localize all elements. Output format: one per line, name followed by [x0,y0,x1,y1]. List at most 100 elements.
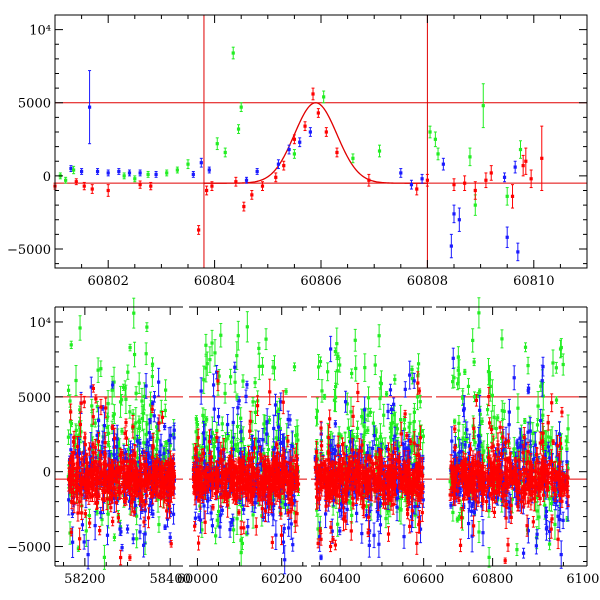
data-point-green [150,357,155,372]
data-point [98,529,102,533]
data-point-red [242,201,246,212]
y-tick-label: −5000 [7,243,51,258]
data-point-green [239,102,243,113]
x-tick-label: 60808 [407,274,448,289]
data-point-green [235,414,240,439]
data-point [167,472,171,476]
data-point [457,218,461,222]
data-point-green [436,147,440,161]
data-point-red [324,127,328,137]
data-point [103,479,107,483]
data-point [155,460,159,464]
data-point-blue [131,533,135,545]
data-point-blue [144,373,148,399]
data-point [205,188,209,193]
data-point [167,438,171,443]
data-point [137,381,141,385]
data-point [102,490,107,495]
data-point [96,418,101,423]
data-point-red [529,169,533,189]
data-point [83,482,87,486]
data-point-blue [138,438,142,448]
data-point [137,460,142,464]
data-point-red [260,181,265,191]
data-point [147,477,151,481]
data-point [303,124,307,128]
data-point [163,455,167,459]
data-point-blue [89,376,93,398]
data-point-blue [255,168,259,175]
data-point [135,456,140,460]
data-point-green [66,384,71,396]
data-point [69,530,73,534]
data-point-red [473,181,477,200]
data-point-blue [420,173,424,184]
data-point-green [223,147,227,158]
data-point [69,448,73,452]
data-point-red [210,181,214,191]
data-point [113,436,117,440]
data-point [367,178,371,182]
data-point [276,162,281,166]
data-point [468,155,472,159]
data-point [76,511,80,515]
data-point [127,171,132,175]
data-point [452,212,456,216]
data-point [287,147,291,152]
data-point [78,408,82,412]
x-tick-label: 58200 [64,572,105,587]
data-point [169,433,173,437]
data-point [95,169,100,174]
data-point [502,175,507,179]
data-point-green [175,166,179,174]
data-point [76,547,81,551]
data-point [513,165,517,169]
data-point [162,451,166,456]
data-point [167,504,172,508]
data-point [163,388,168,392]
data-point-blue [70,509,74,518]
data-point-red [234,176,238,187]
data-point-green [96,357,100,383]
data-point-green [377,144,382,158]
data-point [138,183,142,187]
data-point [151,512,155,516]
data-point-red [80,505,84,521]
data-point-green [351,153,355,164]
data-point [77,449,81,453]
data-point [120,398,124,402]
data-point [75,445,80,449]
data-point-blue [148,418,152,425]
data-point [425,178,429,182]
data-point [292,152,296,156]
data-point [134,421,138,425]
data-point-blue [207,166,211,174]
data-point-blue [157,367,161,397]
data-point-blue [159,433,163,457]
data-point [157,421,161,425]
data-point [529,177,533,181]
data-point [160,415,165,419]
data-point [142,441,146,445]
data-point [157,467,161,472]
data-point [96,440,101,444]
data-point [72,501,76,505]
data-point [117,470,122,474]
data-point [505,194,509,198]
data-point [95,405,99,409]
data-point [159,443,163,447]
data-point-blue [127,169,132,177]
data-point-red [74,178,78,186]
data-point [149,500,154,504]
data-point [132,510,136,514]
data-point-blue [115,424,119,454]
data-point [142,520,146,524]
data-point [157,522,161,527]
data-point [78,422,82,427]
data-point-red [106,184,110,197]
data-point [113,487,117,491]
data-point-red [250,189,254,200]
data-point [89,469,93,473]
data-point [79,430,83,434]
data-point-green [468,147,472,167]
